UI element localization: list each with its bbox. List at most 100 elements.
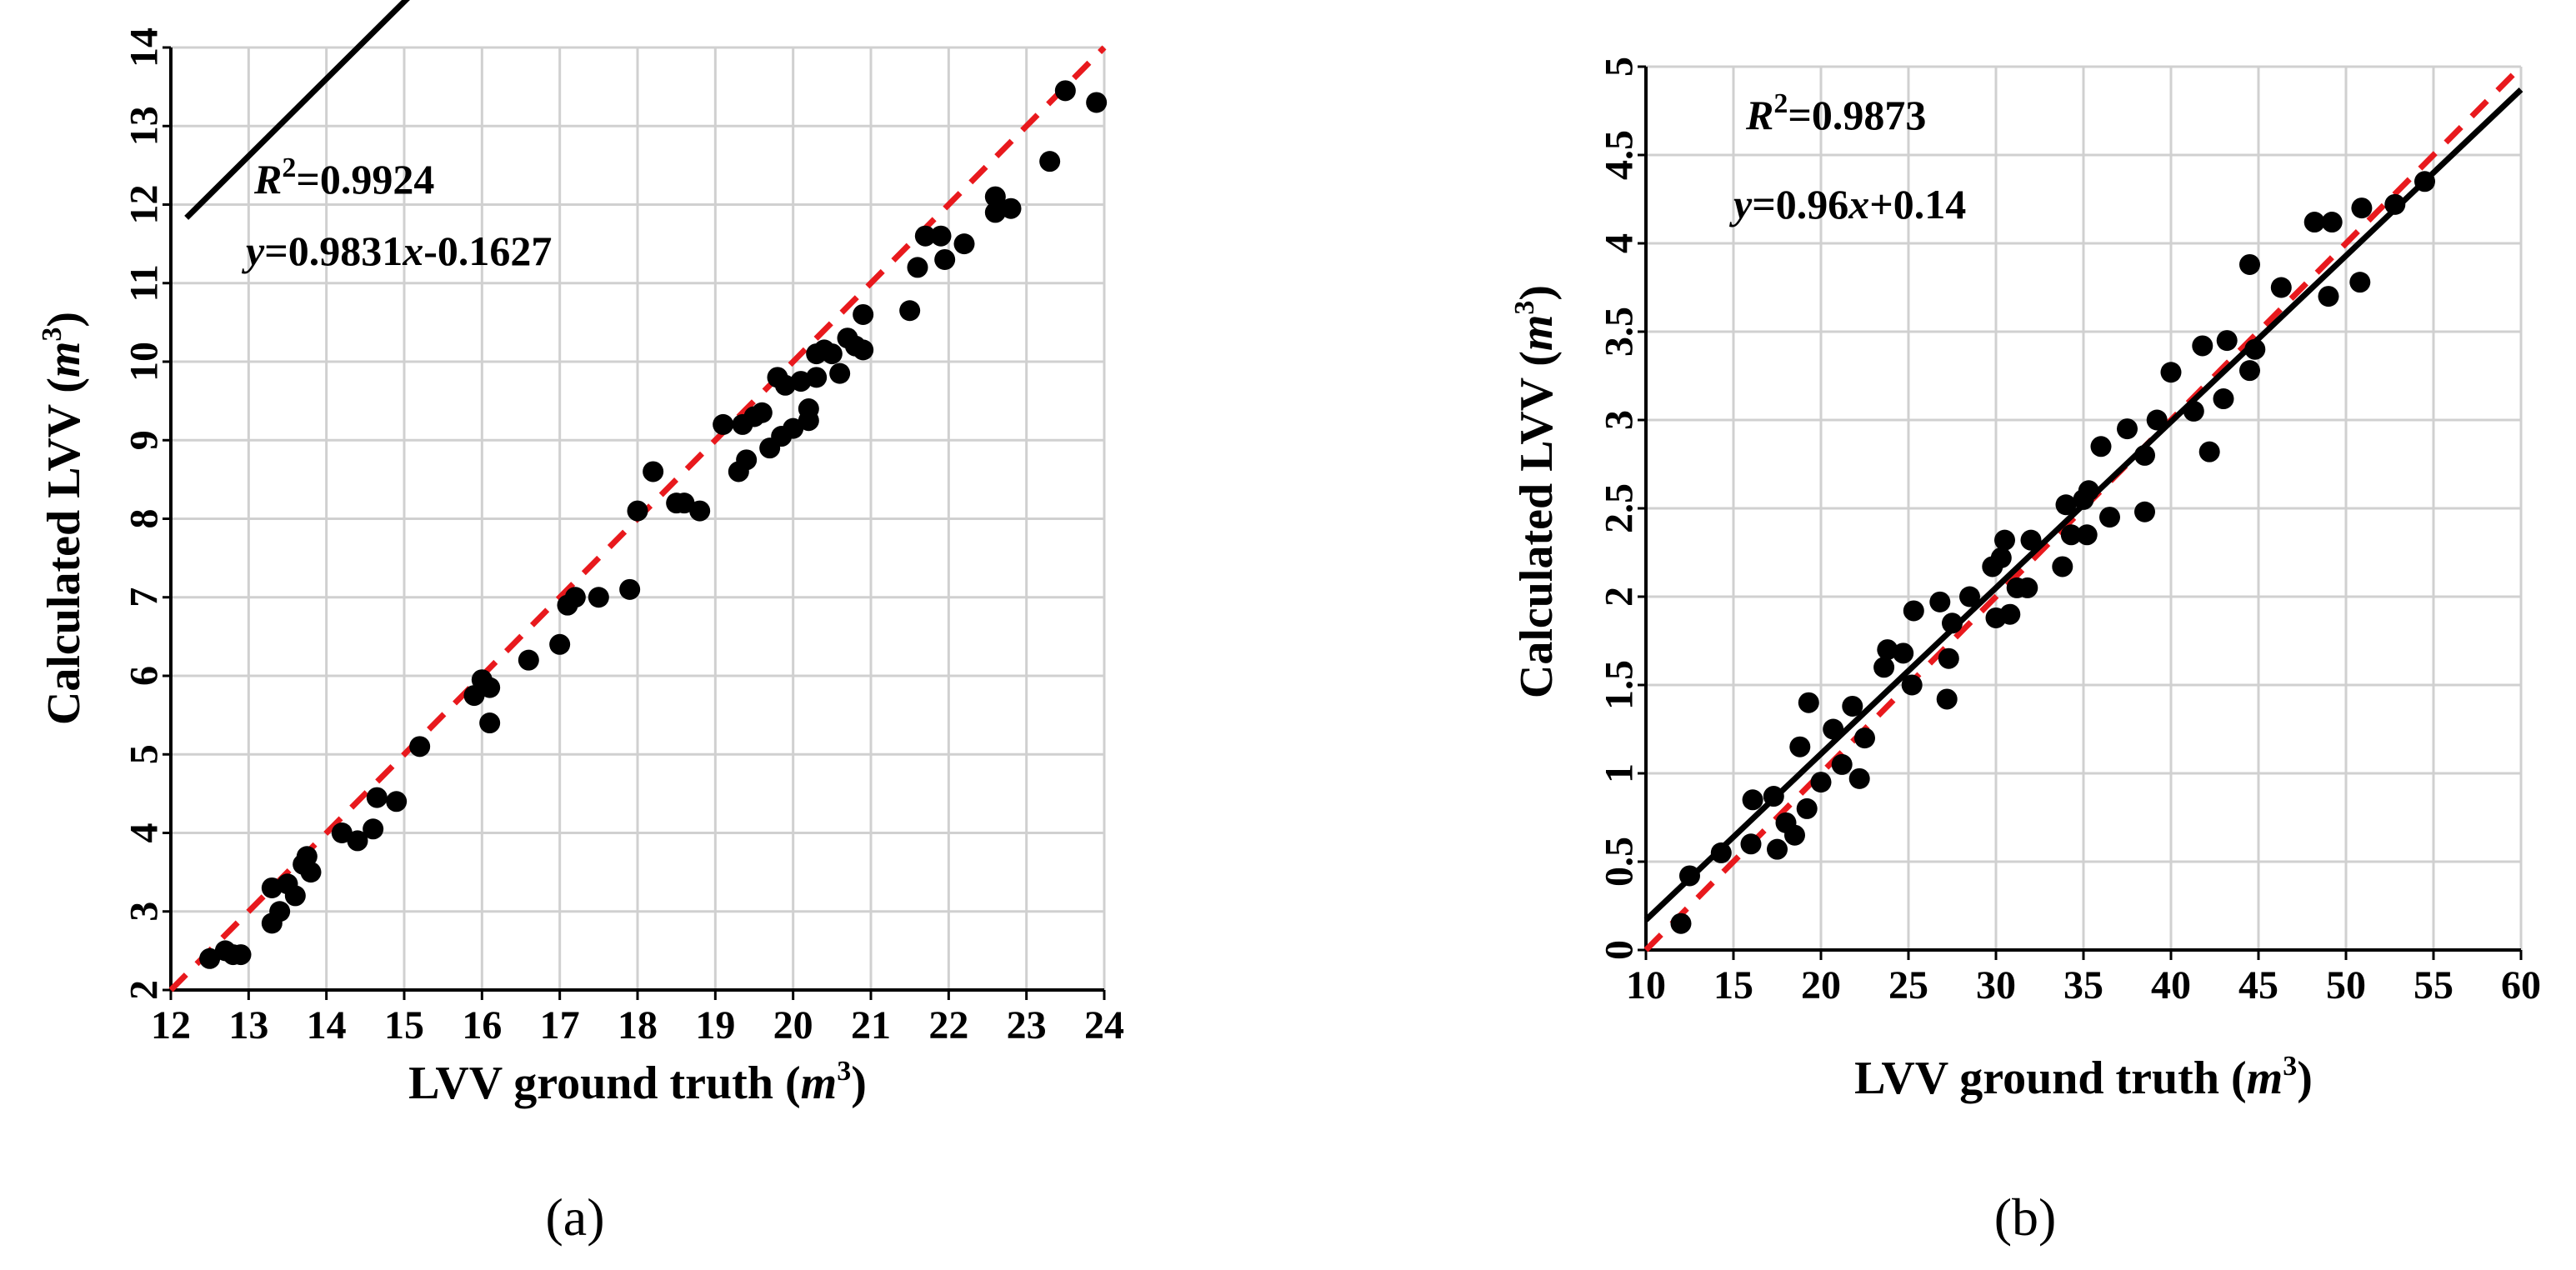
data-point [2349, 272, 2371, 293]
chart-b-panel-label: (b) [1994, 1188, 2057, 1247]
data-point [1767, 838, 1788, 860]
x-tick-label: 13 [228, 1003, 268, 1048]
data-point [366, 787, 388, 808]
data-point [1810, 772, 1832, 793]
data-point [199, 948, 221, 969]
data-point [331, 822, 353, 843]
data-point [2134, 501, 2155, 522]
data-point [713, 413, 734, 435]
data-point [1039, 151, 1061, 172]
x-tick-label: 18 [618, 1003, 658, 1048]
data-point [627, 500, 648, 522]
data-point [953, 233, 975, 255]
data-point [2318, 286, 2339, 308]
x-tick-label: 22 [928, 1003, 968, 1048]
data-point [2052, 556, 2073, 578]
data-point [1710, 842, 1732, 863]
x-tick-label: 12 [151, 1003, 191, 1048]
data-point [2017, 577, 2038, 598]
chart-a-x-title: LVV ground truth (m3) [408, 1056, 867, 1109]
x-tick-label: 25 [1888, 963, 1928, 1008]
data-point [1936, 688, 1958, 710]
data-point [588, 587, 609, 608]
y-tick-label: 11 [123, 264, 167, 302]
data-point [934, 248, 956, 270]
data-point [2020, 529, 2042, 551]
data-point [1784, 824, 1805, 846]
x-tick-label: 17 [540, 1003, 580, 1048]
data-point [2213, 388, 2234, 410]
data-point [2303, 212, 2325, 233]
data-point [1994, 529, 2015, 551]
y-tick-label: 10 [123, 342, 167, 382]
y-tick-label: 5 [123, 744, 167, 764]
data-point [2060, 524, 2082, 546]
chart-a-points [199, 80, 1108, 969]
x-tick-label: 30 [1976, 963, 2016, 1008]
y-tick-label: 1 [1598, 763, 1642, 783]
chart-a-x-ticks: 12 13 14 15 16 17 18 19 20 21 22 23 24 [151, 990, 1124, 1048]
chart-b-equation-annotation: y=0.96x+0.14 [1729, 181, 1966, 228]
data-point [689, 500, 711, 522]
chart-a-fit-line [184, 0, 410, 220]
data-point [1670, 912, 1692, 934]
data-point [914, 225, 936, 247]
data-point [1903, 600, 1924, 622]
data-point [751, 402, 773, 423]
x-tick-label: 15 [384, 1003, 424, 1048]
data-point [2076, 524, 2098, 546]
y-tick-label: 12 [123, 185, 167, 225]
data-point [2239, 360, 2260, 382]
data-point [2414, 171, 2435, 192]
y-tick-label: 8 [123, 509, 167, 529]
data-point [1901, 674, 1923, 696]
chart-b-r2-annotation: R2=0.9873 [1745, 88, 1926, 138]
data-point [2055, 494, 2077, 516]
chart-b-identity-line [1643, 64, 2523, 952]
data-point [984, 186, 1006, 208]
data-point [2239, 253, 2260, 275]
data-point [2099, 507, 2120, 528]
data-point [347, 830, 368, 852]
x-tick-label: 60 [2501, 963, 2541, 1008]
data-point [736, 449, 758, 471]
data-point [2321, 212, 2343, 233]
data-point [2198, 441, 2220, 462]
data-point [2183, 400, 2204, 422]
x-tick-label: 19 [695, 1003, 735, 1048]
chart-a-panel-label: (a) [545, 1188, 604, 1247]
data-point [829, 362, 851, 384]
data-point [2078, 480, 2099, 502]
chart-b-x-title: LVV ground truth (m3) [1854, 1051, 2313, 1104]
data-point [1999, 603, 2021, 625]
data-point [1959, 586, 1980, 608]
x-tick-label: 20 [773, 1003, 813, 1048]
chart-a: 12 13 14 15 16 17 18 19 20 21 22 23 24 2345678910111… [37, 0, 1124, 1247]
chart-b: 10 15 20 25 30 35 40 45 50 55 60 00.511.522.533.54… [1509, 57, 2541, 1247]
data-point [1990, 547, 2012, 568]
x-tick-label: 21 [851, 1003, 891, 1048]
data-point [853, 303, 874, 325]
data-point [1877, 639, 1898, 661]
data-point [1942, 612, 1963, 634]
data-point [619, 578, 641, 600]
data-point [1000, 198, 1022, 219]
data-point [363, 818, 384, 840]
y-tick-label: 2 [1598, 587, 1642, 607]
chart-b-y-ticks: 0 0.5 1 1.5 2 2.5 3 3.5 4 4.5 5 [1598, 57, 1646, 960]
data-point [798, 398, 819, 420]
data-point [479, 712, 501, 734]
data-point [783, 418, 804, 439]
x-tick-label: 40 [2151, 963, 2191, 1008]
data-point [673, 492, 695, 514]
data-point [899, 300, 921, 322]
chart-b-points [1670, 171, 2435, 934]
data-point [386, 791, 408, 812]
data-point [463, 685, 485, 707]
data-point [1893, 642, 1914, 664]
data-point [1938, 648, 1959, 669]
data-point [2351, 198, 2373, 219]
x-tick-label: 10 [1626, 963, 1666, 1008]
y-tick-label: 3 [123, 902, 167, 922]
data-point [1763, 786, 1784, 808]
